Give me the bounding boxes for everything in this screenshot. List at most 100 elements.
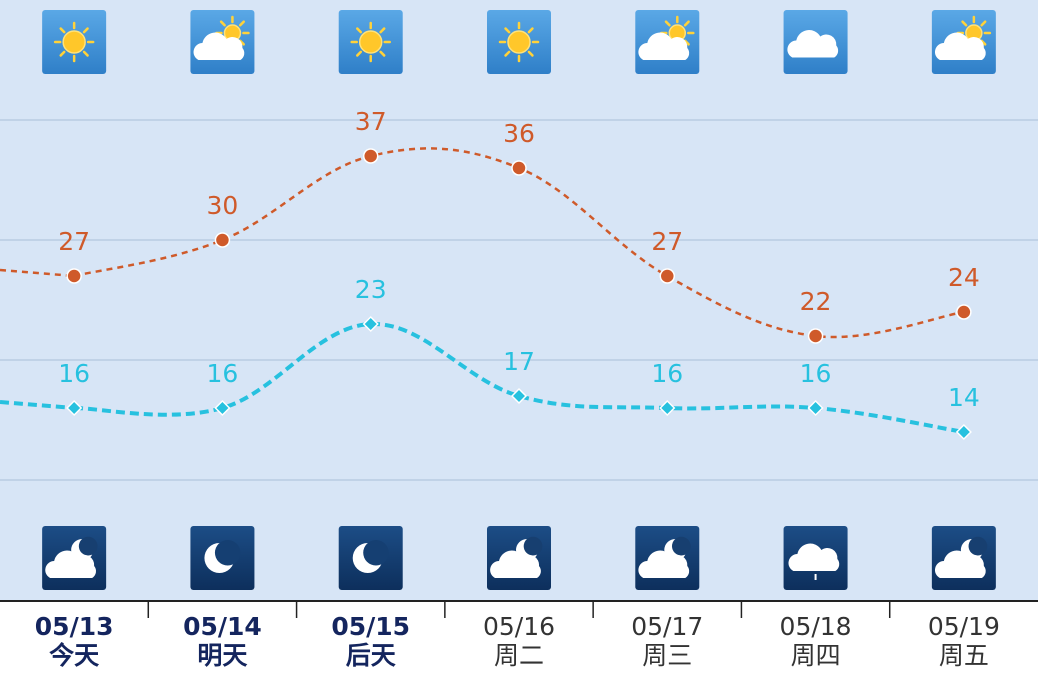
night-icon [42,526,107,590]
cloud [787,30,839,58]
grid [0,119,1038,481]
sun-ray [59,50,66,57]
date-strip [0,600,1038,676]
day-label: 周二 [494,641,544,670]
value-label: 24 [948,263,980,292]
sun-ray [504,50,511,57]
value-label: 17 [503,347,535,376]
moon-cut [78,536,98,556]
sun-ray [379,27,386,34]
sun [358,30,383,54]
night-icon [931,526,996,590]
day-label: 周四 [791,641,841,670]
point [956,304,972,320]
sun-ray [504,27,511,34]
value-label: 16 [800,359,832,388]
sun-ray [683,20,690,27]
day-icon [42,10,107,74]
cloud [788,543,840,571]
day-label: 周五 [939,641,989,670]
line-lead [0,268,75,278]
day-label: 今天 [49,641,99,670]
value-label: 16 [207,359,239,388]
value-label: 30 [207,191,239,220]
sun-ray [59,27,66,34]
value-label: 16 [58,359,90,388]
value-label: 23 [355,275,387,304]
date-label: 05/15 [331,612,410,641]
sun [507,30,531,54]
sun [62,30,86,54]
sun-ray [980,39,987,46]
icons [42,10,996,590]
day-label: 明天 [197,641,247,670]
day-icon [931,10,996,74]
point [214,399,231,417]
line-lead [0,400,75,410]
sun-ray [527,50,534,57]
date-label: 05/13 [35,612,114,641]
moon-cut [523,536,543,556]
sun-ray [82,50,89,57]
moon-cut [671,536,691,556]
sun-ray [356,27,363,34]
night-icon [635,526,700,590]
moon-cut [363,540,389,566]
cloud [638,550,690,578]
sun-ray [238,20,245,27]
point [214,232,231,248]
sun-ray [664,20,671,27]
lines [0,147,972,441]
cloud [934,550,986,578]
day-icon [635,10,700,74]
value-label: 16 [651,359,683,388]
date-label: 05/14 [183,612,262,641]
sun-ray [527,27,534,34]
point [66,399,83,417]
point [362,148,379,164]
value-label: 37 [355,107,387,136]
sun-ray [961,20,968,27]
point [511,160,527,176]
day-icon [190,10,255,74]
day-label: 后天 [346,641,396,670]
plot-background [0,0,1038,600]
value-label: 27 [651,227,683,256]
value-label: 36 [503,119,535,148]
cloud [638,32,690,60]
date-label: 05/16 [483,612,555,641]
date-label: 05/18 [780,612,852,641]
sun-ray [238,39,245,46]
sun-ray [356,50,363,57]
day-icon [338,10,403,74]
point [66,268,82,284]
point [659,399,676,417]
date-label: 05/19 [928,612,1000,641]
point [807,399,824,417]
value-label: 14 [948,383,980,412]
day-label: 周三 [642,641,692,670]
cloud [193,32,245,60]
cloud [490,550,541,578]
sun-ray [219,20,226,27]
point [362,315,379,333]
value-label: 27 [58,227,90,256]
night-icon [487,526,551,590]
value-label: 22 [800,287,832,316]
moon-cut [968,536,988,556]
date-label: 05/17 [631,612,703,641]
sun-ray [82,27,89,34]
cloud [45,550,97,578]
sun-ray [683,39,690,46]
point [955,423,972,441]
night-icon [190,526,255,590]
day-icon [783,10,848,74]
moon-cut [214,540,241,566]
point [659,268,676,284]
point [807,328,824,344]
day-icon [487,10,551,74]
night-icon [783,526,848,590]
sun-ray [379,50,386,57]
